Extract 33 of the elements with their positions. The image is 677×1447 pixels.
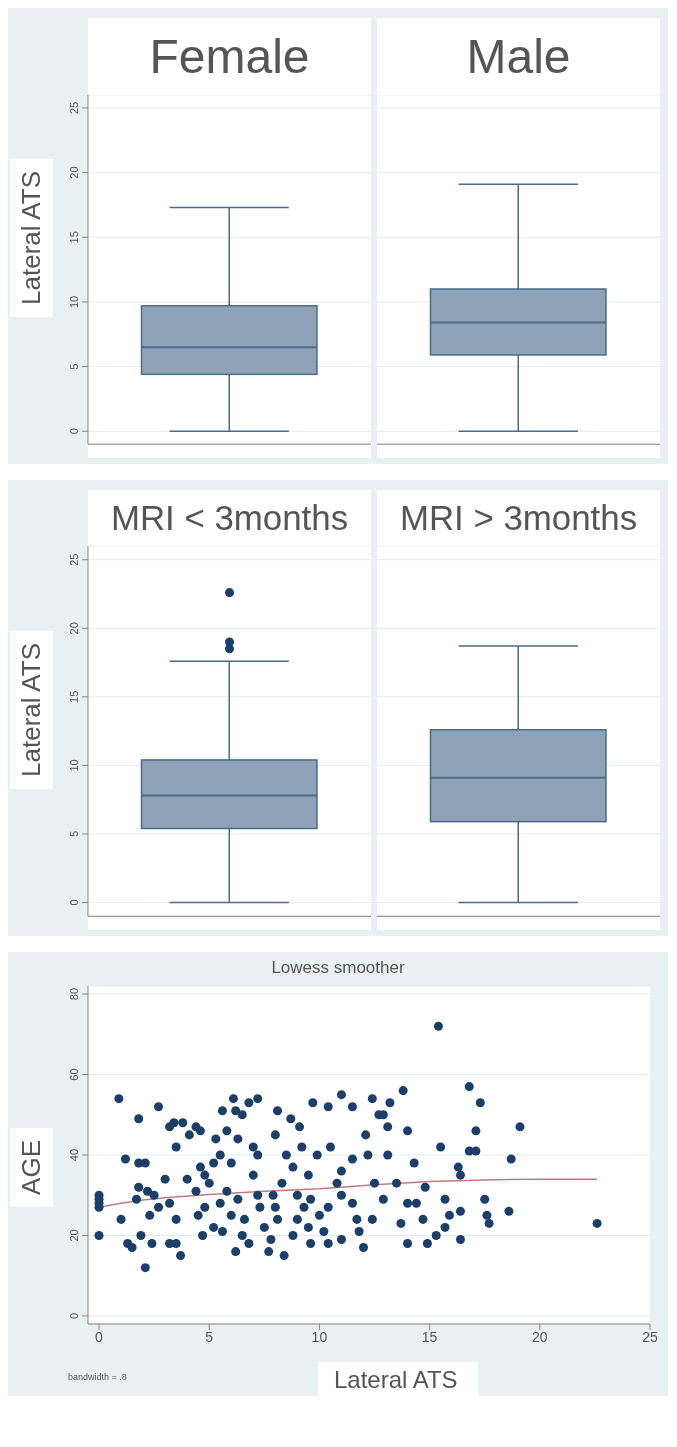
x-tick-label: 15 bbox=[421, 1328, 438, 1345]
y-tick-label: 80 bbox=[68, 987, 80, 1001]
y-tick-label: 20 bbox=[68, 166, 80, 179]
x-tick-label: 0 bbox=[95, 1328, 104, 1345]
y-tick-label: 25 bbox=[68, 101, 80, 114]
x-tick-label: Female bbox=[88, 18, 371, 95]
y-tick-label: 5 bbox=[68, 830, 80, 837]
x-tick-label: 10 bbox=[311, 1328, 328, 1345]
x-tick-label: MRI > 3months bbox=[377, 490, 660, 546]
y-tick-label: 0 bbox=[68, 428, 80, 435]
y-axis-title: AGE bbox=[9, 1127, 53, 1207]
y-tick-label: 15 bbox=[68, 690, 80, 703]
x-tick-label: MRI < 3months bbox=[88, 490, 371, 546]
y-tick-label: 0 bbox=[68, 1312, 80, 1320]
x-tick-label: 25 bbox=[642, 1328, 658, 1345]
y-tick-label: 5 bbox=[68, 363, 80, 370]
y-tick-label: 0 bbox=[68, 899, 80, 906]
text: bandwidth = .8 bbox=[68, 1372, 128, 1382]
x-tick-label: 5 bbox=[205, 1328, 214, 1345]
y-tick-label: 25 bbox=[68, 553, 80, 566]
x-axis-title: Lateral ATS bbox=[318, 1362, 478, 1396]
y-tick-label: 20 bbox=[68, 621, 80, 635]
x-tick-label: Male bbox=[377, 18, 660, 95]
chart-title: Lowess smoother bbox=[270, 957, 406, 979]
y-tick-label: 15 bbox=[68, 230, 80, 244]
y-tick-label: 10 bbox=[68, 295, 80, 308]
y-axis-title: Lateral ATS bbox=[9, 631, 53, 789]
y-tick-label: 60 bbox=[68, 1068, 80, 1081]
y-axis-title: Lateral ATS bbox=[9, 159, 53, 317]
y-tick-label: 20 bbox=[68, 1229, 80, 1242]
y-tick-label: 10 bbox=[68, 759, 80, 772]
x-tick-label: 20 bbox=[532, 1328, 548, 1345]
y-tick-label: 40 bbox=[68, 1148, 80, 1162]
